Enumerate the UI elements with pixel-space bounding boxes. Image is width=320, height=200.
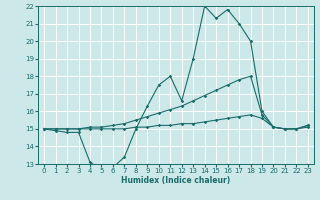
X-axis label: Humidex (Indice chaleur): Humidex (Indice chaleur): [121, 176, 231, 185]
